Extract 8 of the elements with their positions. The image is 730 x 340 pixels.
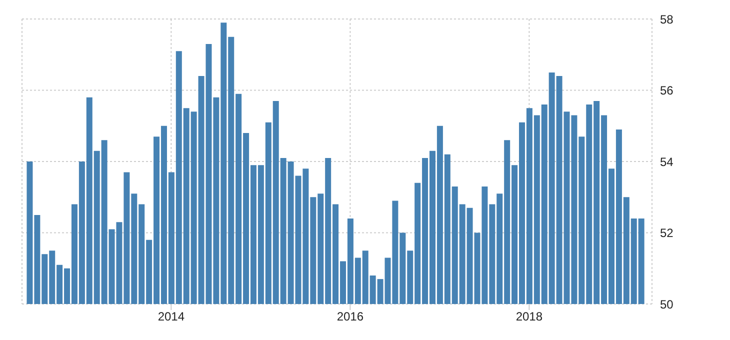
x-tick-label: 2014 (158, 310, 185, 324)
y-tick-label: 50 (660, 297, 674, 312)
y-tick-label: 58 (660, 12, 674, 26)
y-tick-label: 52 (660, 226, 674, 240)
y-tick-label: 56 (660, 84, 674, 98)
y-tick-label: 54 (660, 154, 674, 169)
x-tick-label: 2016 (336, 310, 364, 324)
x-tick-label: 2018 (516, 310, 543, 324)
